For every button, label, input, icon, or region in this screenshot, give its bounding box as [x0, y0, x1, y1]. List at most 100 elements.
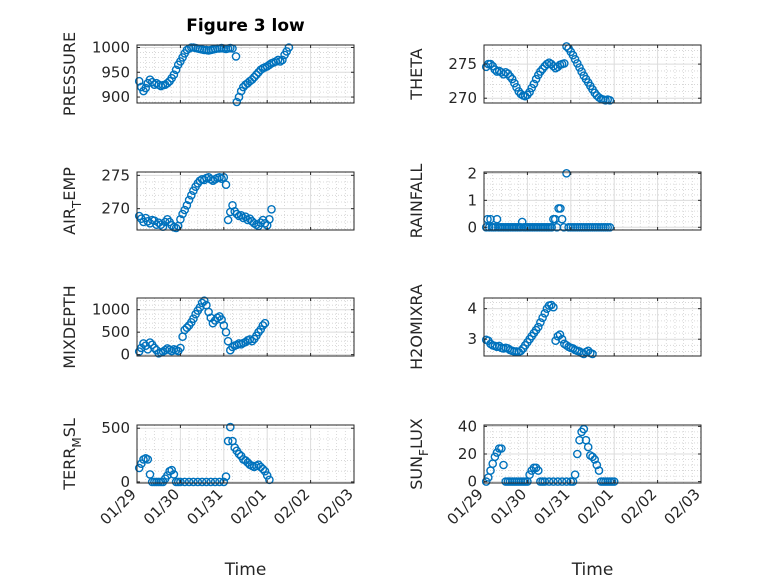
- data-point: [176, 477, 185, 487]
- data-point: [557, 477, 567, 486]
- y-axis-label: PRESSURE: [60, 32, 79, 116]
- data-point: [197, 298, 207, 308]
- data-point: [134, 463, 144, 473]
- data-point: [573, 449, 582, 459]
- data-point: [547, 222, 557, 232]
- subplot-7: 0 500 01/29 01/30 01/31 02/01 02/02 02/03 TERRMS…: [60, 418, 357, 580]
- y-tick-label: 275: [101, 166, 130, 184]
- data-point: [186, 190, 196, 200]
- y-tick-label: 270: [448, 89, 477, 107]
- axes-box: [136, 424, 355, 484]
- y-tick-label: 1: [467, 191, 477, 209]
- data-point: [536, 318, 545, 327]
- data-point: [490, 222, 500, 232]
- data-point: [562, 42, 571, 51]
- data-point: [245, 335, 255, 344]
- data-point: [167, 465, 176, 475]
- y-tick-label: 0: [467, 218, 477, 236]
- data-point: [525, 87, 534, 97]
- data-point: [223, 336, 233, 346]
- chart-title: Figure 3 low: [186, 16, 305, 36]
- data-point: [575, 435, 584, 445]
- x-tick-label: 01/31: [183, 485, 226, 528]
- y-axis-label: AIRTEMP: [60, 167, 84, 235]
- x-tick-label: 02/03: [661, 485, 704, 528]
- data-point: [592, 460, 602, 470]
- subplot-4: 0 1 2 RAINFALL: [407, 164, 702, 238]
- data-series: [134, 422, 274, 487]
- y-axis-label-part: SUN: [407, 456, 426, 490]
- data-point: [481, 477, 491, 486]
- data-point: [176, 214, 185, 224]
- y-axis-label-subscript: F: [417, 449, 431, 456]
- data-point: [540, 477, 550, 486]
- data-point: [540, 308, 550, 318]
- data-point: [225, 422, 235, 432]
- data-point: [232, 97, 242, 107]
- data-point: [568, 50, 578, 60]
- data-point: [594, 466, 604, 475]
- data-point: [547, 300, 556, 310]
- data-point: [560, 59, 569, 68]
- data-point: [156, 220, 166, 229]
- data-series: [134, 43, 294, 107]
- data-point: [202, 477, 211, 487]
- data-point: [180, 477, 189, 487]
- data-point: [247, 336, 257, 346]
- data-point: [145, 338, 155, 347]
- data-point: [609, 477, 619, 486]
- data-point: [499, 460, 508, 470]
- y-axis-label: TERRMSL: [60, 418, 84, 491]
- data-point: [256, 65, 266, 75]
- subplot-8: 0 20 40 01/29 01/30 01/31 02/01 02/02 02/03 SUNFL…: [407, 417, 704, 580]
- data-point: [562, 477, 571, 486]
- data-point: [510, 78, 519, 88]
- y-tick-label: 0: [120, 346, 130, 364]
- data-point: [549, 302, 558, 312]
- y-axis-label-subscript: M: [70, 437, 84, 447]
- data-point: [562, 168, 571, 178]
- y-axis-label: THETA: [407, 48, 426, 100]
- data-point: [199, 296, 209, 306]
- data-point: [265, 60, 274, 70]
- x-tick-label: 01/29: [97, 485, 140, 528]
- data-point: [252, 70, 261, 79]
- y-axis-label-part: EMP: [60, 167, 79, 201]
- data-point: [557, 214, 567, 224]
- data-point: [150, 343, 159, 353]
- data-point: [527, 83, 537, 93]
- data-point: [206, 477, 216, 487]
- data-point: [590, 455, 600, 464]
- data-point: [141, 83, 150, 93]
- y-axis-label-subscript: T: [70, 200, 84, 209]
- subplot-1: 900 950 1000 PRESSURE Figure 3 low: [60, 16, 355, 116]
- data-point: [145, 75, 155, 84]
- y-tick-label: 4: [467, 300, 477, 318]
- data-point: [553, 477, 563, 486]
- data-point: [223, 215, 233, 225]
- x-tick-label: 01/30: [487, 485, 530, 528]
- y-tick-label: 0: [467, 473, 477, 491]
- plot-area: [137, 298, 354, 356]
- data-point: [273, 55, 283, 65]
- y-axis-label-part: TERR: [60, 448, 79, 491]
- data-point: [486, 214, 495, 224]
- x-axis-label: Time: [571, 560, 614, 580]
- data-point: [232, 209, 242, 219]
- y-axis-label: MIXDEPTH: [60, 285, 79, 368]
- data-point: [171, 223, 181, 233]
- data-series: [481, 168, 615, 232]
- data-point: [555, 330, 565, 339]
- data-point: [223, 436, 233, 446]
- y-tick-label: 0: [120, 473, 130, 491]
- y-axis-label-part: LUX: [407, 418, 426, 449]
- x-tick-label: 02/01: [227, 485, 270, 528]
- axes-box: [483, 171, 702, 231]
- data-point: [184, 195, 194, 205]
- data-point: [163, 78, 172, 88]
- y-tick-label: 2: [467, 164, 477, 182]
- data-point: [529, 79, 539, 89]
- y-tick-label: 500: [101, 323, 130, 341]
- data-point: [534, 322, 543, 332]
- y-axis-label: SUNFLUX: [407, 418, 431, 490]
